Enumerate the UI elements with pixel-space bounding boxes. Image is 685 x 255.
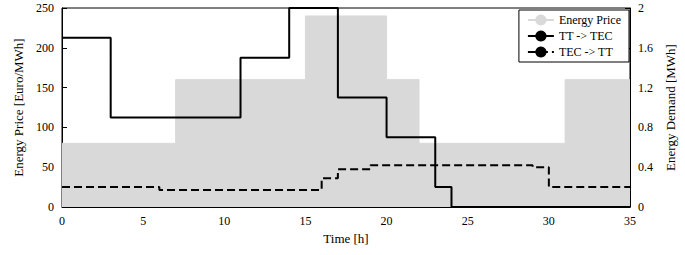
svg-text:20: 20 [381, 214, 393, 228]
svg-text:150: 150 [36, 81, 54, 95]
svg-text:0: 0 [638, 200, 644, 214]
svg-text:30: 30 [543, 214, 555, 228]
svg-text:0: 0 [48, 200, 54, 214]
svg-text:25: 25 [462, 214, 474, 228]
svg-text:5: 5 [140, 214, 146, 228]
svg-text:0: 0 [59, 214, 65, 228]
svg-text:1.2: 1.2 [638, 81, 653, 95]
svg-text:200: 200 [36, 41, 54, 55]
svg-text:10: 10 [218, 214, 230, 228]
svg-text:250: 250 [36, 1, 54, 15]
svg-text:Energy Demand [MWh]: Energy Demand [MWh] [663, 44, 678, 171]
svg-text:TT -> TEC: TT -> TEC [559, 29, 613, 43]
svg-text:100: 100 [36, 120, 54, 134]
svg-text:Energy Price: Energy Price [559, 13, 621, 27]
svg-text:TEC -> TT: TEC -> TT [559, 45, 614, 59]
svg-text:15: 15 [299, 214, 311, 228]
svg-text:50: 50 [42, 160, 54, 174]
svg-text:Time [h]: Time [h] [323, 231, 368, 246]
svg-text:35: 35 [624, 214, 636, 228]
svg-text:2: 2 [638, 1, 644, 15]
svg-text:0.8: 0.8 [638, 120, 653, 134]
svg-text:0.4: 0.4 [638, 160, 653, 174]
svg-text:Energy Price [Euro/MWh]: Energy Price [Euro/MWh] [11, 38, 26, 176]
svg-text:1.6: 1.6 [638, 41, 653, 55]
